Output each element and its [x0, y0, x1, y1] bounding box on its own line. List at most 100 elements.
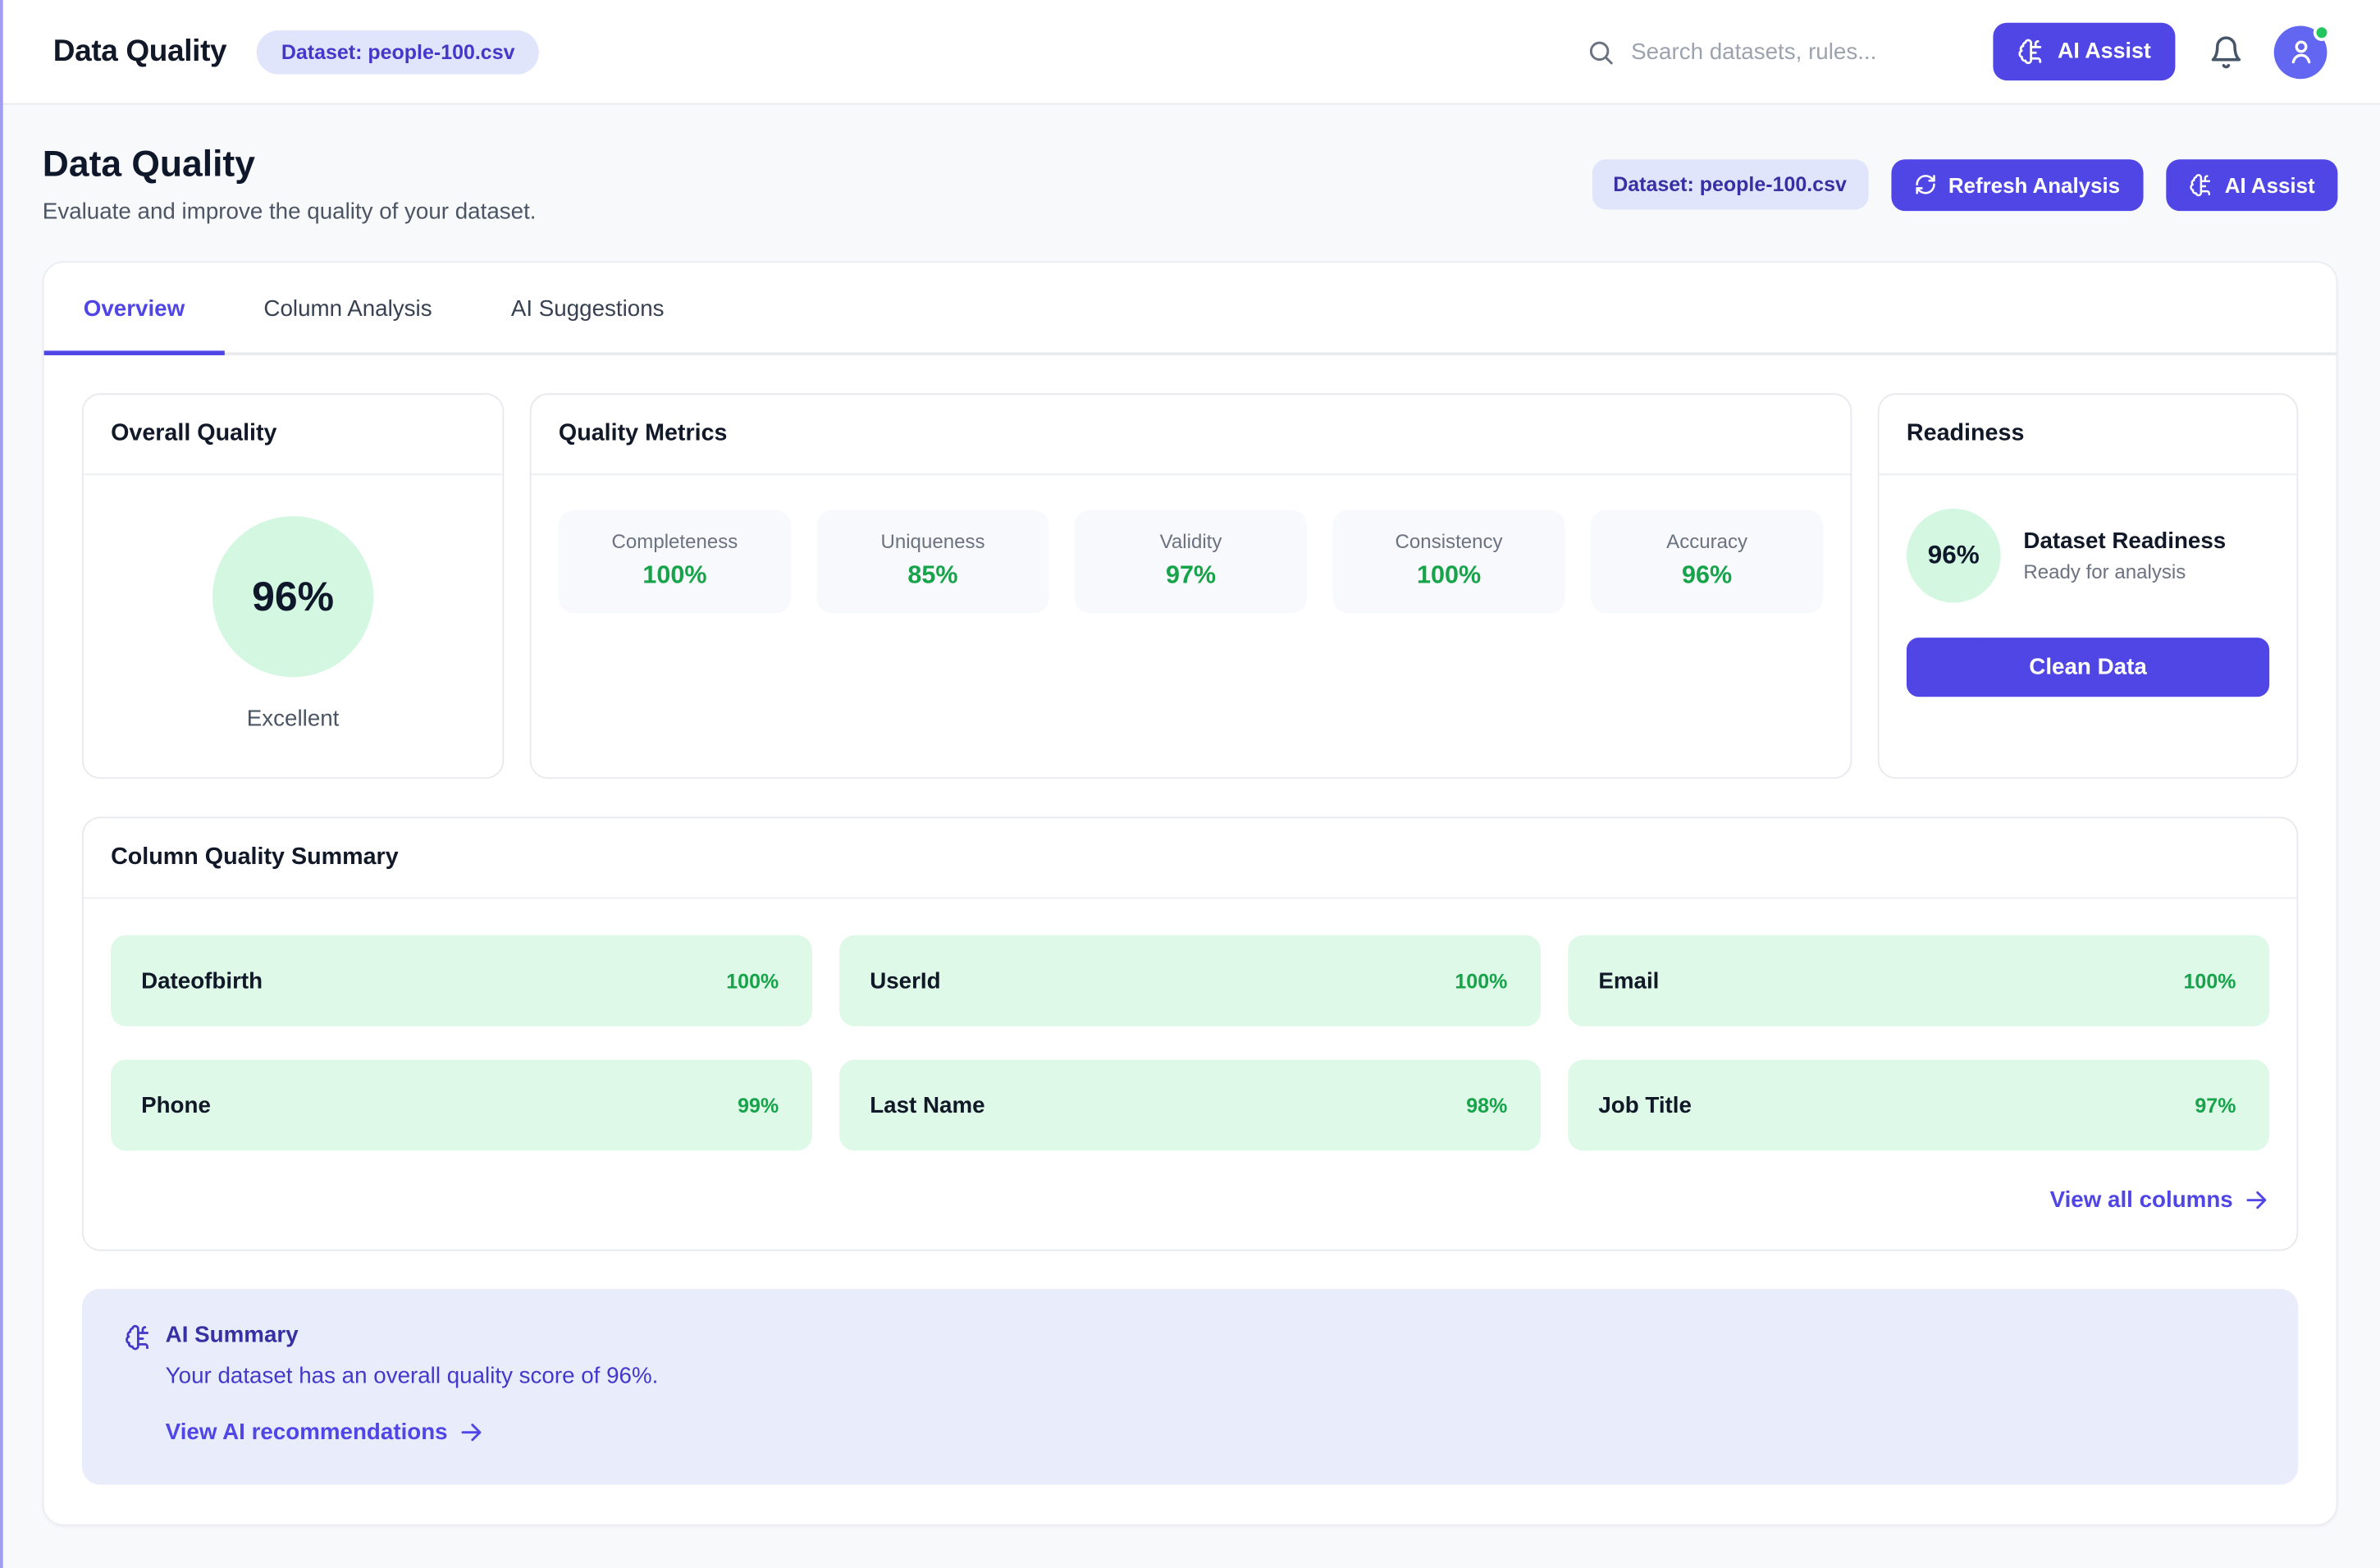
- column-name: Dateofbirth: [141, 967, 263, 994]
- ai-assist-button[interactable]: AI Assist: [1994, 22, 2176, 81]
- quality-metrics-card: Quality Metrics Completeness 100% Unique…: [529, 393, 1852, 779]
- column-quality-summary-body: Dateofbirth 100% UserId 100% Email 100%: [84, 898, 2297, 1249]
- metric-label: Uniqueness: [880, 529, 985, 553]
- metric-validity: Validity 97%: [1074, 510, 1308, 614]
- page-header-actions: Dataset: people-100.csv Refresh Analysis…: [1592, 158, 2338, 211]
- bell-icon: [2209, 34, 2244, 70]
- tab-column-analysis[interactable]: Column Analysis: [224, 263, 471, 355]
- column-score: 98%: [1466, 1094, 1508, 1117]
- readiness-title: Readiness: [1879, 395, 2297, 476]
- column-tile-dateofbirth: Dateofbirth 100%: [111, 935, 812, 1026]
- column-score: 99%: [738, 1094, 779, 1117]
- column-quality-summary-card: Column Quality Summary Dateofbirth 100% …: [81, 816, 2299, 1251]
- brain-circuit-icon: [2018, 38, 2045, 65]
- panel-body: Overall Quality 96% Excellent Quality Me…: [44, 355, 2337, 1525]
- tab-ai-suggestions[interactable]: AI Suggestions: [472, 263, 704, 355]
- overall-quality-title: Overall Quality: [83, 395, 503, 476]
- readiness-body: 96% Dataset Readiness Ready for analysis…: [1880, 475, 2297, 777]
- column-quality-summary-title: Column Quality Summary: [83, 818, 2297, 899]
- metric-value: 85%: [907, 561, 958, 589]
- column-tile-job-title: Job Title 97%: [1568, 1059, 2270, 1151]
- notifications-button[interactable]: [2209, 34, 2244, 70]
- search-input[interactable]: [1631, 39, 1927, 65]
- column-score: 97%: [2195, 1094, 2236, 1117]
- arrow-right-icon: [2244, 1187, 2269, 1213]
- readiness-text: Dataset Readiness Ready for analysis: [2023, 528, 2226, 583]
- readiness-label: Dataset Readiness: [2023, 528, 2227, 555]
- column-score: 100%: [726, 969, 779, 993]
- arrow-right-icon: [459, 1419, 484, 1445]
- page-header-text: Data Quality Evaluate and improve the qu…: [43, 144, 537, 225]
- view-all-columns-label: View all columns: [2049, 1186, 2233, 1214]
- user-avatar[interactable]: [2273, 23, 2331, 79]
- column-score: 100%: [2183, 969, 2236, 993]
- stats-row: Overall Quality 96% Excellent Quality Me…: [81, 393, 2299, 779]
- page-header: Data Quality Evaluate and improve the qu…: [43, 144, 2338, 225]
- search-icon: [1587, 37, 1615, 66]
- readiness-score-circle: 96%: [1906, 508, 2001, 603]
- content-panel: Overview Column Analysis AI Suggestions …: [42, 261, 2338, 1526]
- dataset-badge: Dataset: people-100.csv: [257, 30, 540, 74]
- column-name: Last Name: [870, 1092, 985, 1118]
- view-ai-recommendations-label: View AI recommendations: [165, 1419, 448, 1446]
- readiness-sublabel: Ready for analysis: [2023, 560, 2186, 583]
- refresh-analysis-label: Refresh Analysis: [1948, 172, 2121, 197]
- overall-quality-score: 96%: [252, 573, 335, 619]
- column-name: Job Title: [1598, 1092, 1692, 1118]
- online-status-dot: [2313, 23, 2331, 41]
- readiness-card: Readiness 96% Dataset Readiness Ready fo…: [1877, 393, 2299, 779]
- column-grid: Dateofbirth 100% UserId 100% Email 100%: [111, 935, 2270, 1151]
- app-title: Data Quality: [53, 34, 227, 68]
- column-tile-last-name: Last Name 98%: [839, 1059, 1542, 1151]
- metric-label: Consistency: [1395, 529, 1503, 553]
- view-ai-recommendations-link[interactable]: View AI recommendations: [166, 1419, 484, 1445]
- metric-value: 96%: [1682, 561, 1733, 589]
- ai-assist-label: AI Assist: [2057, 39, 2151, 64]
- column-tile-phone: Phone 99%: [111, 1059, 812, 1151]
- metric-value: 100%: [1417, 561, 1482, 589]
- ai-summary-title: AI Summary: [165, 1322, 299, 1349]
- metric-uniqueness: Uniqueness 85%: [816, 510, 1049, 614]
- ai-summary-text: Your dataset has an overall quality scor…: [165, 1363, 659, 1389]
- metric-label: Validity: [1159, 529, 1222, 553]
- clean-data-button[interactable]: Clean Data: [1906, 638, 2270, 697]
- metric-label: Completeness: [611, 529, 738, 553]
- column-name: UserId: [870, 967, 941, 994]
- overall-quality-body: 96% Excellent: [84, 475, 503, 777]
- metric-value: 100%: [642, 561, 707, 589]
- column-tile-email: Email 100%: [1568, 935, 2270, 1026]
- metric-consistency: Consistency 100%: [1332, 510, 1565, 614]
- overall-quality-score-circle: 96%: [212, 516, 374, 678]
- metric-accuracy: Accuracy 96%: [1591, 510, 1824, 614]
- column-score: 100%: [1455, 969, 1508, 993]
- view-all-columns-link[interactable]: View all columns: [111, 1187, 2269, 1213]
- readiness-score-row: 96% Dataset Readiness Ready for analysis: [1906, 508, 2269, 603]
- page-title: Data Quality: [42, 144, 255, 185]
- metric-label: Accuracy: [1666, 529, 1748, 553]
- column-name: Email: [1598, 967, 1660, 994]
- left-edge-divider: [0, 0, 3, 1568]
- metric-value: 97%: [1165, 561, 1217, 589]
- dataset-badge-header: Dataset: people-100.csv: [1592, 159, 1868, 210]
- page-content: Data Quality Evaluate and improve the qu…: [0, 105, 2380, 1526]
- ai-summary-content: AI Summary Your dataset has an overall q…: [166, 1323, 659, 1447]
- quality-metrics-body: Completeness 100% Uniqueness 85% Validit…: [532, 475, 1851, 777]
- search-box[interactable]: [1587, 37, 1927, 66]
- refresh-icon: [1913, 173, 1936, 196]
- ai-assist-header-label: AI Assist: [2224, 172, 2315, 197]
- overall-quality-card: Overall Quality 96% Excellent: [81, 393, 505, 779]
- tab-overview[interactable]: Overview: [43, 263, 225, 355]
- brain-circuit-icon: [2188, 172, 2213, 197]
- topbar: Data Quality Dataset: people-100.csv AI …: [0, 0, 2380, 105]
- readiness-score: 96%: [1927, 540, 1980, 569]
- ai-assist-button-header[interactable]: AI Assist: [2165, 158, 2338, 211]
- column-name: Phone: [141, 1092, 211, 1118]
- quality-metrics-title: Quality Metrics: [531, 395, 1851, 476]
- refresh-analysis-button[interactable]: Refresh Analysis: [1890, 158, 2143, 211]
- ai-summary-box: AI Summary Your dataset has an overall q…: [81, 1288, 2299, 1485]
- metric-completeness: Completeness 100%: [558, 510, 791, 614]
- user-icon: [2284, 35, 2318, 69]
- overall-quality-rating: Excellent: [246, 706, 340, 732]
- tabs: Overview Column Analysis AI Suggestions: [43, 263, 2337, 355]
